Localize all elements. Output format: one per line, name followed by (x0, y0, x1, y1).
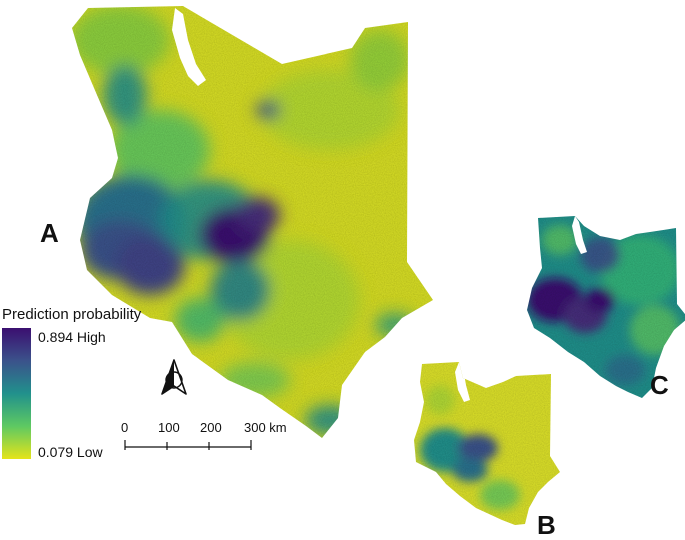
scale-tick-100: 100 (158, 420, 180, 435)
scale-tick-0: 0 (121, 420, 129, 435)
legend-title: Prediction probability (2, 306, 142, 323)
map-b (414, 362, 560, 525)
panel-label-c: C (650, 370, 669, 400)
scale-bar (124, 440, 252, 450)
scale-tick-300: 300 km (244, 420, 287, 435)
map-a (72, 6, 433, 438)
legend-high-label: 0.894 High (38, 329, 106, 345)
panel-label-a: A (40, 218, 59, 248)
north-arrow-icon (161, 359, 187, 395)
scale-tick-200: 200 (200, 420, 222, 435)
legend-color-ramp (2, 328, 31, 459)
panel-label-b: B (537, 510, 556, 540)
legend-low-label: 0.079 Low (38, 444, 103, 460)
